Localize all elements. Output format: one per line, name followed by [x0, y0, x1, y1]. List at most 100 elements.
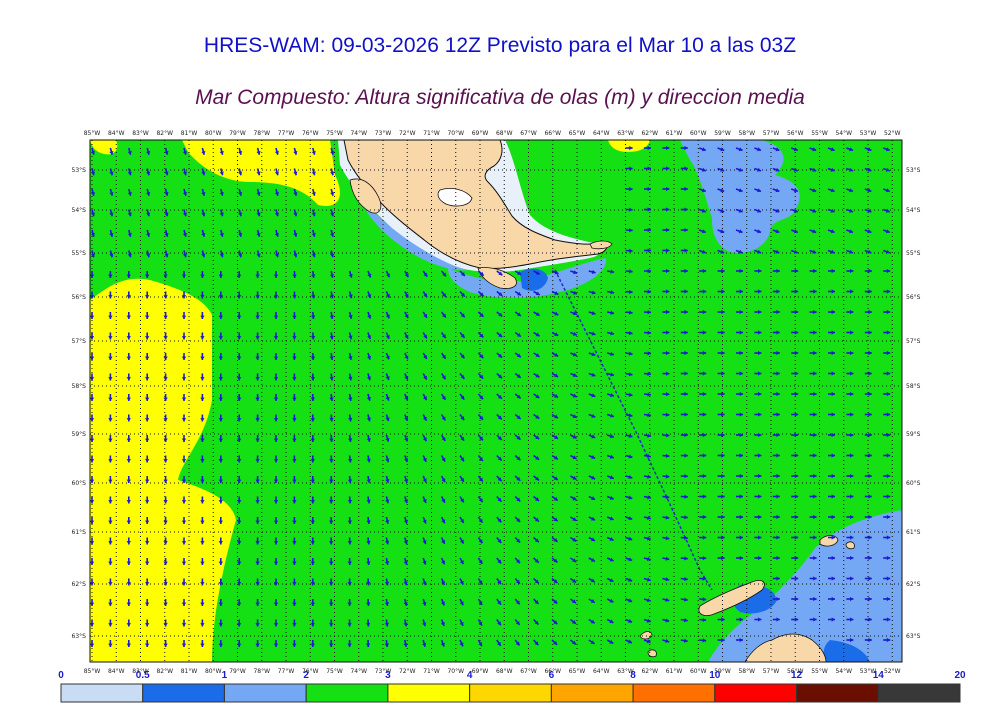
wave-direction-arrow	[108, 558, 113, 565]
wave-direction-arrow	[533, 352, 540, 358]
wave-direction-arrow	[200, 619, 205, 627]
wave-direction-arrow	[606, 516, 614, 521]
wave-direction-arrow	[643, 412, 652, 418]
wave-direction-arrow	[699, 473, 707, 479]
wave-direction-arrow	[606, 598, 614, 603]
wave-direction-arrow	[606, 557, 614, 562]
longitude-label: 62°W	[641, 668, 658, 675]
wave-direction-arrow	[846, 268, 854, 274]
wave-direction-arrow	[735, 229, 743, 234]
wave-direction-arrow	[255, 476, 260, 483]
wave-direction-arrow	[145, 394, 150, 401]
wave-direction-arrow	[422, 332, 428, 339]
wave-direction-arrow	[477, 413, 484, 421]
wave-direction-arrow	[717, 453, 725, 458]
wave-direction-arrow	[89, 599, 95, 606]
wave-direction-arrow	[644, 248, 651, 253]
wave-direction-arrow	[89, 373, 95, 381]
wave-direction-arrow	[643, 598, 651, 603]
wave-direction-arrow	[496, 331, 503, 338]
wave-direction-arrow	[570, 413, 578, 419]
wave-direction-arrow	[89, 394, 95, 401]
wave-direction-arrow	[846, 289, 854, 294]
wave-direction-arrow	[864, 167, 872, 172]
wave-direction-arrow	[403, 598, 408, 606]
wave-direction-arrow	[514, 475, 521, 482]
wave-direction-arrow	[256, 147, 261, 155]
wave-direction-arrow	[772, 473, 780, 479]
longitude-label: 76°W	[302, 130, 319, 137]
wave-direction-arrow	[477, 434, 484, 441]
legend-value-label: 10	[709, 670, 721, 681]
wave-direction-arrow	[477, 454, 484, 462]
wave-direction-arrow	[255, 537, 260, 545]
wave-direction-arrow	[181, 455, 187, 463]
wave-direction-arrow	[440, 639, 445, 647]
wave-direction-arrow	[163, 496, 168, 504]
wave-direction-arrow	[846, 637, 854, 643]
longitude-label: 75°W	[326, 130, 343, 137]
wave-direction-arrow	[772, 535, 780, 540]
wave-direction-arrow	[772, 147, 780, 152]
longitude-label: 78°W	[253, 130, 270, 137]
wave-direction-arrow	[181, 496, 187, 504]
latitude-label: 63°S	[72, 633, 87, 640]
wave-direction-arrow	[163, 619, 168, 627]
wave-direction-arrow	[809, 412, 817, 417]
wave-direction-arrow	[126, 558, 131, 565]
wave-direction-arrow	[496, 270, 503, 276]
wave-direction-arrow	[89, 312, 95, 319]
wave-direction-arrow	[662, 268, 670, 274]
wave-direction-arrow	[864, 412, 872, 417]
wave-direction-arrow	[496, 578, 502, 585]
wave-direction-arrow	[274, 229, 280, 237]
longitude-label: 59°W	[714, 130, 731, 137]
wave-direction-arrow	[256, 188, 261, 196]
wave-direction-arrow	[238, 209, 243, 217]
wave-direction-arrow	[533, 393, 540, 399]
wave-direction-arrow	[754, 555, 762, 561]
wave-direction-arrow	[680, 309, 688, 315]
wave-direction-arrow	[644, 227, 651, 233]
wave-direction-arrow	[292, 599, 297, 606]
wave-direction-arrow	[827, 229, 835, 234]
wave-direction-arrow	[126, 537, 131, 545]
wave-direction-arrow	[237, 619, 242, 627]
wave-direction-arrow	[109, 168, 114, 176]
wave-direction-arrow	[255, 291, 260, 299]
wave-direction-arrow	[717, 229, 725, 234]
wave-direction-arrow	[310, 455, 315, 463]
wave-direction-arrow	[181, 332, 187, 340]
land-patagonia-lake	[437, 188, 473, 207]
wave-direction-arrow	[882, 208, 891, 213]
wave-direction-arrow	[201, 188, 206, 196]
wave-direction-arrow	[864, 229, 872, 234]
wave-direction-arrow	[551, 557, 558, 563]
wave-direction-arrow	[514, 454, 521, 461]
wave-direction-arrow	[606, 495, 615, 500]
wave-direction-arrow	[606, 413, 615, 418]
wave-direction-arrow	[496, 516, 502, 523]
wave-direction-arrow	[385, 352, 390, 360]
wave-direction-arrow	[736, 535, 743, 540]
wave-direction-arrow	[347, 475, 353, 484]
wave-direction-arrow	[273, 496, 279, 504]
legend-color-bin	[387, 683, 471, 703]
wave-direction-arrow	[440, 455, 446, 462]
wave-direction-arrow	[126, 599, 131, 606]
wave-direction-arrow	[846, 494, 854, 499]
wave-direction-arrow	[846, 412, 854, 417]
wave-direction-arrow	[256, 209, 261, 217]
wave-direction-arrow	[329, 291, 334, 299]
wave-direction-arrow	[329, 558, 334, 565]
wave-direction-arrow	[533, 536, 540, 543]
wave-direction-arrow	[846, 147, 854, 152]
wave-direction-arrow	[126, 517, 131, 524]
wave-direction-arrow	[644, 166, 651, 171]
wave-direction-arrow	[127, 168, 132, 176]
latitude-label: 57°S	[906, 338, 921, 345]
wave-direction-arrow	[699, 391, 707, 397]
wave-direction-arrow	[533, 372, 540, 379]
wave-direction-arrow	[255, 312, 260, 319]
wave-direction-arrow	[366, 373, 372, 381]
